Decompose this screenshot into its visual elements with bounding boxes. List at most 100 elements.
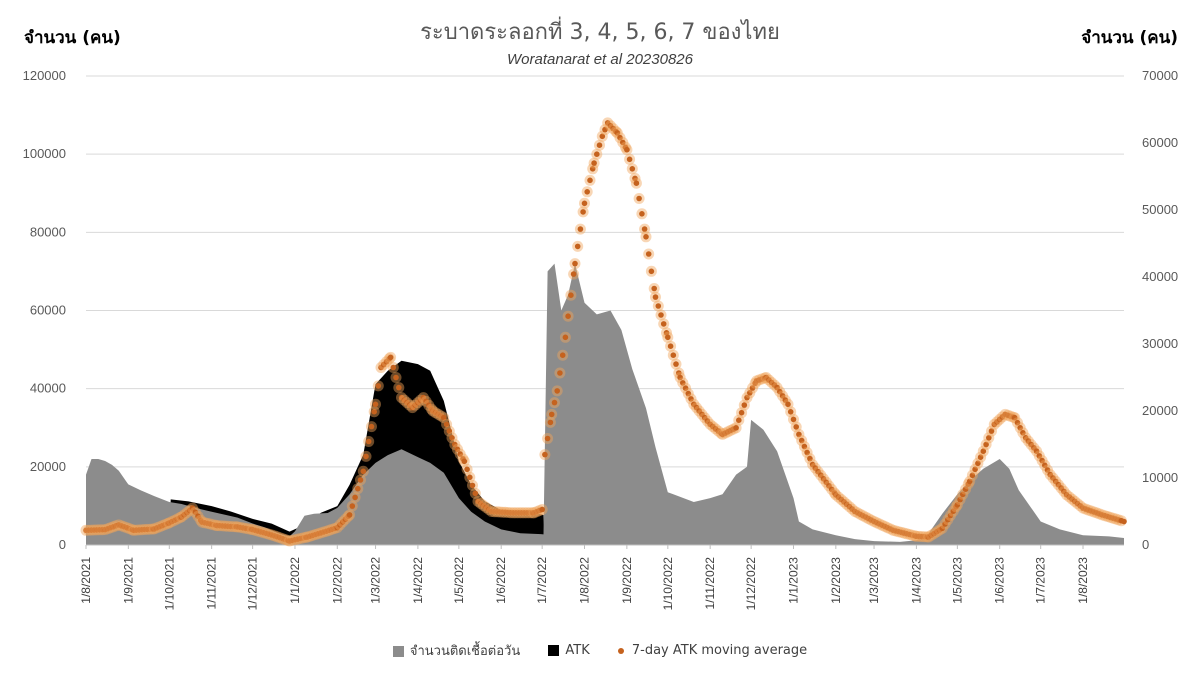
x-tick-label: 1/3/2022 <box>369 557 383 604</box>
ma-point <box>980 448 987 455</box>
legend-item-cases: จำนวนติดเชื้อต่อวัน <box>392 640 521 661</box>
ma-point <box>371 408 378 415</box>
ma-point <box>1033 448 1040 455</box>
y-tick-left: 0 <box>59 537 66 552</box>
y-axis-label-right: จำนวน (คน) <box>1081 28 1178 48</box>
ma-point <box>390 364 397 371</box>
ma-point <box>1121 518 1127 525</box>
ma-point <box>365 438 372 445</box>
ma-point <box>375 383 382 389</box>
ma-point <box>594 151 600 157</box>
ma-point <box>972 466 978 473</box>
chart-title: ระบาดระลอกที่ 3, 4, 5, 6, 7 ของไทย <box>420 20 780 45</box>
x-tick-label: 1/7/2022 <box>535 557 549 604</box>
x-tick-label: 1/4/2022 <box>411 557 425 604</box>
ma-point <box>192 509 199 515</box>
x-tick-label: 1/12/2022 <box>744 557 758 611</box>
ma-point <box>548 411 555 418</box>
ma-point <box>461 458 468 465</box>
legend-dot-ma <box>617 647 624 654</box>
y-tick-left: 60000 <box>30 303 66 318</box>
ma-point <box>441 414 447 421</box>
ma-point <box>1014 419 1021 426</box>
ma-point <box>793 424 799 430</box>
x-tick-label: 1/10/2021 <box>162 557 176 611</box>
ma-point <box>950 508 957 514</box>
ma-point <box>624 146 630 153</box>
ma-point <box>602 126 608 133</box>
series-cases-area <box>86 263 1124 545</box>
x-tick-label: 1/6/2023 <box>993 557 1007 604</box>
y-tick-right: 70000 <box>1142 68 1178 83</box>
ma-point <box>1011 414 1018 421</box>
ma-point <box>1017 425 1023 431</box>
ma-point <box>614 130 621 136</box>
ma-point <box>736 417 742 424</box>
ma-point <box>352 494 358 501</box>
ma-point <box>554 388 560 394</box>
ma-point <box>787 409 794 415</box>
ma-point <box>645 251 652 257</box>
y-tick-left: 40000 <box>30 381 66 396</box>
ma-point <box>747 390 753 396</box>
ma-point <box>798 437 805 444</box>
ma-point <box>969 472 976 479</box>
ma-point <box>542 451 548 458</box>
ma-point <box>596 142 603 148</box>
ma-point <box>452 441 458 448</box>
x-tick-label: 1/12/2021 <box>246 557 260 611</box>
ma-point <box>643 234 649 240</box>
ma-point <box>363 453 369 460</box>
ma-point <box>464 466 470 473</box>
ma-point <box>670 352 677 359</box>
ma-point <box>957 496 963 503</box>
ma-point <box>744 394 750 401</box>
x-tick-label: 1/11/2021 <box>205 557 219 610</box>
x-tick-label: 1/8/2022 <box>578 557 592 604</box>
ma-point <box>443 421 450 428</box>
ma-point <box>733 425 739 431</box>
legend-label-ma: 7-day ATK moving average <box>631 643 808 658</box>
ma-point <box>975 460 981 467</box>
x-tick-label: 1/5/2023 <box>950 557 964 604</box>
ma-point <box>942 521 948 527</box>
ma-point <box>559 352 566 359</box>
ma-point <box>954 502 961 508</box>
ma-point <box>633 180 640 186</box>
ma-point <box>945 516 951 523</box>
ma-point <box>349 503 356 509</box>
ma-point <box>779 393 786 399</box>
ma-point <box>652 294 659 300</box>
ma-point <box>570 271 577 277</box>
ma-point <box>665 334 671 341</box>
y-tick-right: 40000 <box>1142 269 1178 284</box>
legend-item-ma: 7-day ATK moving average <box>617 643 808 658</box>
ma-point <box>617 134 623 141</box>
ma-point <box>599 133 606 140</box>
x-tick-label: 1/2/2022 <box>330 557 344 604</box>
y-tick-right: 20000 <box>1142 403 1178 418</box>
ma-point <box>807 455 813 462</box>
ma-point <box>574 243 581 250</box>
ma-point <box>446 428 453 434</box>
legend-label-atk: ATK <box>565 643 590 658</box>
ma-point <box>467 474 473 481</box>
ma-point <box>565 313 571 320</box>
ma-point <box>357 477 364 483</box>
ma-point <box>749 385 756 391</box>
ma-point <box>189 505 196 511</box>
ma-point <box>680 380 686 386</box>
x-tick-label: 1/4/2023 <box>909 557 923 604</box>
ma-point <box>790 416 797 423</box>
ma-point <box>547 419 554 426</box>
ma-point <box>685 390 692 397</box>
ma-point <box>639 211 645 217</box>
ma-point <box>774 384 780 391</box>
ma-point <box>648 268 655 275</box>
y-tick-left: 80000 <box>30 224 66 239</box>
ma-point <box>1020 430 1026 436</box>
x-tick-label: 1/1/2023 <box>786 557 800 604</box>
legend-label-cases: จำนวนติดเชื้อต่อวัน <box>409 644 521 659</box>
y-tick-left: 20000 <box>30 459 66 474</box>
